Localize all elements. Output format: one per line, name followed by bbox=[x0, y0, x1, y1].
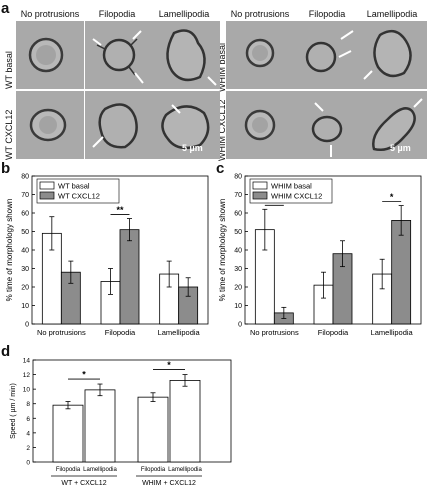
micrograph-wt-cxcl12-filopodia bbox=[85, 91, 153, 159]
x-tick-label-filopodia: Filopodia bbox=[318, 328, 349, 337]
legend-label-wt-basal: WT basal bbox=[58, 182, 90, 191]
column-header-no-protrusions: No protrusions bbox=[20, 9, 80, 19]
y-tick-label: 4 bbox=[26, 430, 30, 437]
micrograph-wt-basal-filopodia bbox=[85, 21, 153, 89]
y-tick-label: 10 bbox=[234, 303, 242, 310]
scale-bar-label: 5 µm bbox=[390, 143, 411, 153]
chart-b: 0 10 20 30 40 50 60 70 80 % time of morphology sh… bbox=[5, 174, 209, 337]
y-tick-label: 60 bbox=[234, 211, 242, 218]
micrograph-whim-cxcl12-lamellipodia: 5 µm bbox=[360, 91, 427, 159]
micrograph-wt-cxcl12-lamellipodia: 5 µm bbox=[152, 91, 220, 159]
x-tick-label-no-protrusions: No protrusions bbox=[37, 328, 86, 337]
micrograph-wt-cxcl12-no-protrusions bbox=[16, 91, 84, 159]
column-header-lamellipodia: Lamellipodia bbox=[366, 9, 418, 19]
significance-marker: ** bbox=[116, 205, 124, 215]
column-header-filopodia: Filopodia bbox=[308, 9, 346, 19]
group-label-wt-cxcl12: WT + CXCL12 bbox=[61, 480, 106, 487]
y-tick-label: 50 bbox=[234, 229, 242, 236]
y-tick-label: 30 bbox=[234, 266, 242, 273]
y-tick-label: 0 bbox=[238, 322, 242, 329]
legend-swatch-wt-cxcl12 bbox=[39, 191, 55, 200]
significance-marker: * bbox=[390, 192, 394, 202]
bar-whim-cxcl12-lamellipodia bbox=[391, 220, 412, 325]
y-tick-label: 20 bbox=[21, 285, 29, 292]
row-label-wt-basal: WT basal bbox=[4, 51, 14, 89]
y-tick-label: 12 bbox=[23, 372, 31, 379]
bar-filopodia-2 bbox=[137, 396, 169, 463]
column-header-no-protrusions: No protrusions bbox=[230, 9, 290, 19]
x-tick-label-filopodia: Filopodia bbox=[105, 328, 136, 337]
y-tick-label: 30 bbox=[21, 266, 29, 273]
y-tick-label: 10 bbox=[23, 387, 31, 394]
x-tick-label-lamellipodia: Lamellipodia bbox=[83, 467, 117, 473]
panel-label-a: a bbox=[1, 0, 10, 17]
chart-c: 0 10 20 30 40 50 60 70 80 % time of morphology sh… bbox=[218, 174, 422, 337]
significance-marker: * bbox=[82, 370, 86, 380]
x-tick-label-lamellipodia: Lamellipodia bbox=[371, 328, 414, 337]
bar-wt-cxcl12-filopodia bbox=[119, 229, 140, 325]
y-tick-label: 2 bbox=[26, 445, 30, 452]
group-label-whim-cxcl12: WHIM + CXCL12 bbox=[142, 480, 196, 487]
bar-lamellipodia-3 bbox=[169, 379, 201, 463]
x-tick-label-no-protrusions: No protrusions bbox=[250, 328, 299, 337]
panel-label-c: c bbox=[216, 160, 225, 177]
y-tick-label: 14 bbox=[23, 358, 31, 365]
bar-lamellipodia-1 bbox=[84, 389, 116, 463]
x-tick-label-lamellipodia: Lamellipodia bbox=[168, 467, 202, 473]
panel-label-b: b bbox=[1, 160, 11, 177]
y-tick-label: 10 bbox=[21, 303, 29, 310]
scale-bar-label: 5 µm bbox=[182, 143, 203, 153]
x-tick-label-lamellipodia: Lamellipodia bbox=[158, 328, 201, 337]
micrograph-whim-cxcl12-no-protrusions bbox=[226, 91, 294, 159]
micrograph-whim-cxcl12-filopodia bbox=[293, 91, 361, 159]
y-tick-label: 40 bbox=[234, 248, 242, 255]
bar-filopodia-0 bbox=[52, 404, 84, 463]
row-label-wt-cxcl12: WT CXCL12 bbox=[4, 109, 14, 160]
y-tick-label: 70 bbox=[21, 192, 29, 199]
y-tick-label: 80 bbox=[21, 174, 29, 181]
y-tick-label: 0 bbox=[26, 460, 30, 467]
y-axis-label: Speed ( µm / min) bbox=[10, 383, 17, 439]
y-axis-label: % time of morphology shown bbox=[218, 199, 227, 302]
legend-label-whim-cxcl12: WHIM CXCL12 bbox=[271, 192, 322, 201]
micrograph-whim-basal-no-protrusions bbox=[226, 21, 294, 89]
y-tick-label: 50 bbox=[21, 229, 29, 236]
micrograph-whim-basal-lamellipodia bbox=[360, 21, 427, 89]
x-tick-label-filopodia: Filopodia bbox=[141, 467, 166, 473]
legend-swatch-whim-cxcl12 bbox=[252, 191, 268, 200]
micrograph-wt-basal-no-protrusions bbox=[16, 21, 84, 89]
y-tick-label: 20 bbox=[234, 285, 242, 292]
y-tick-label: 60 bbox=[21, 211, 29, 218]
y-tick-label: 0 bbox=[25, 322, 29, 329]
y-tick-label: 8 bbox=[26, 401, 30, 408]
y-tick-label: 80 bbox=[234, 174, 242, 181]
y-axis-label: % time of morphology shown bbox=[5, 199, 14, 302]
x-tick-label-filopodia: Filopodia bbox=[56, 467, 81, 473]
legend-label-wt-cxcl12: WT CXCL12 bbox=[58, 192, 100, 201]
plot-frame bbox=[32, 359, 232, 463]
column-header-lamellipodia: Lamellipodia bbox=[158, 9, 210, 19]
legend-label-whim-basal: WHIM basal bbox=[271, 182, 312, 191]
y-tick-label: 6 bbox=[26, 416, 30, 423]
legend-swatch-whim-basal bbox=[252, 181, 268, 190]
legend-swatch-wt-basal bbox=[39, 181, 55, 190]
y-tick-label: 40 bbox=[21, 248, 29, 255]
micrograph-wt-basal-lamellipodia bbox=[152, 21, 220, 89]
micrograph-whim-basal-filopodia bbox=[293, 21, 361, 89]
panel-label-d: d bbox=[1, 343, 11, 360]
y-tick-label: 70 bbox=[234, 192, 242, 199]
significance-marker: * bbox=[167, 360, 171, 370]
column-header-filopodia: Filopodia bbox=[98, 9, 136, 19]
